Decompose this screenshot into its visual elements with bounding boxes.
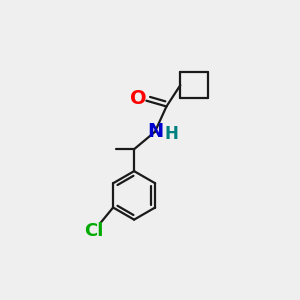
Text: Cl: Cl (84, 222, 104, 240)
Text: H: H (164, 125, 178, 143)
Text: N: N (147, 122, 163, 141)
Text: O: O (130, 89, 147, 108)
